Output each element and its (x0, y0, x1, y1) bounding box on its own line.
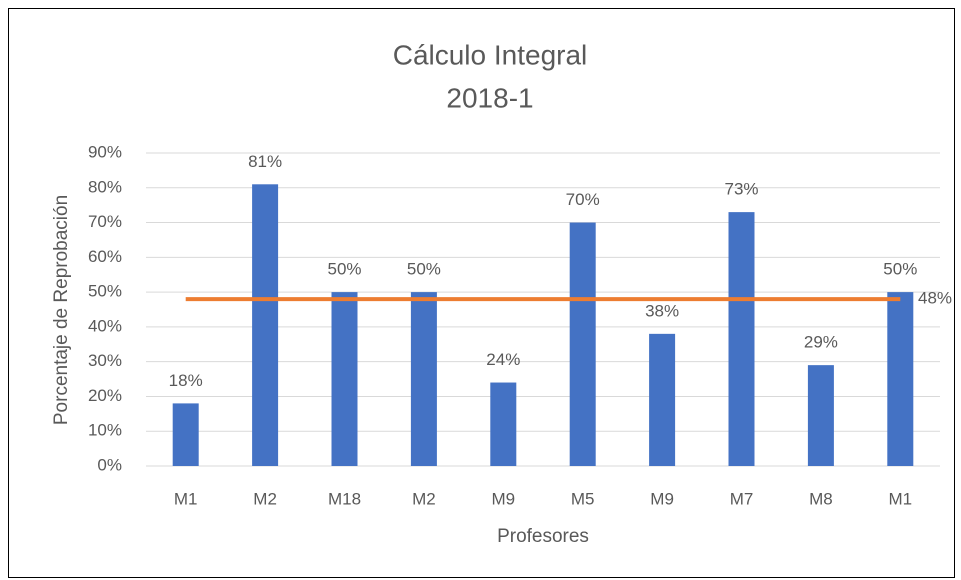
bar (569, 222, 596, 466)
chart-border (8, 8, 955, 578)
y-tick-label: 30% (88, 351, 122, 370)
y-tick-label: 90% (88, 142, 122, 161)
bar (728, 212, 755, 466)
x-tick-label: M1 (174, 489, 198, 508)
chart-title: Cálculo Integral (393, 39, 588, 70)
x-tick-label: M9 (491, 489, 515, 508)
bar (490, 382, 517, 466)
x-tick-label: M1 (888, 489, 912, 508)
reference-label: 48% (918, 289, 952, 308)
bar (172, 403, 199, 466)
y-axis-title: Porcentaje de Reprobación (51, 195, 72, 425)
x-tick-label: M2 (253, 489, 277, 508)
data-label: 50% (327, 260, 361, 279)
bar (410, 292, 437, 466)
y-tick-label: 50% (88, 282, 122, 301)
bar (331, 292, 358, 466)
x-tick-label: M18 (328, 489, 361, 508)
data-label: 73% (724, 180, 758, 199)
data-label: 50% (883, 260, 917, 279)
y-tick-label: 10% (88, 421, 122, 440)
y-tick-label: 40% (88, 316, 122, 335)
data-label: 18% (169, 371, 203, 390)
data-label: 24% (486, 350, 520, 369)
x-tick-label: M8 (809, 489, 833, 508)
data-label: 70% (566, 190, 600, 209)
bar (252, 184, 279, 467)
x-tick-label: M5 (571, 489, 595, 508)
data-label: 81% (248, 152, 282, 171)
y-tick-label: 80% (88, 177, 122, 196)
x-tick-label: M7 (730, 489, 754, 508)
x-tick-label: M9 (650, 489, 674, 508)
bar (649, 333, 676, 466)
bar (887, 292, 914, 466)
data-label: 50% (407, 260, 441, 279)
y-tick-label: 20% (88, 386, 122, 405)
x-axis-title: Profesores (497, 526, 589, 547)
bar (807, 365, 834, 466)
y-tick-label: 0% (97, 455, 122, 474)
data-label: 29% (804, 333, 838, 352)
chart-subtitle: 2018-1 (446, 82, 533, 113)
data-label: 38% (645, 301, 679, 320)
y-tick-label: 70% (88, 212, 122, 231)
y-tick-label: 60% (88, 247, 122, 266)
x-tick-label: M2 (412, 489, 436, 508)
